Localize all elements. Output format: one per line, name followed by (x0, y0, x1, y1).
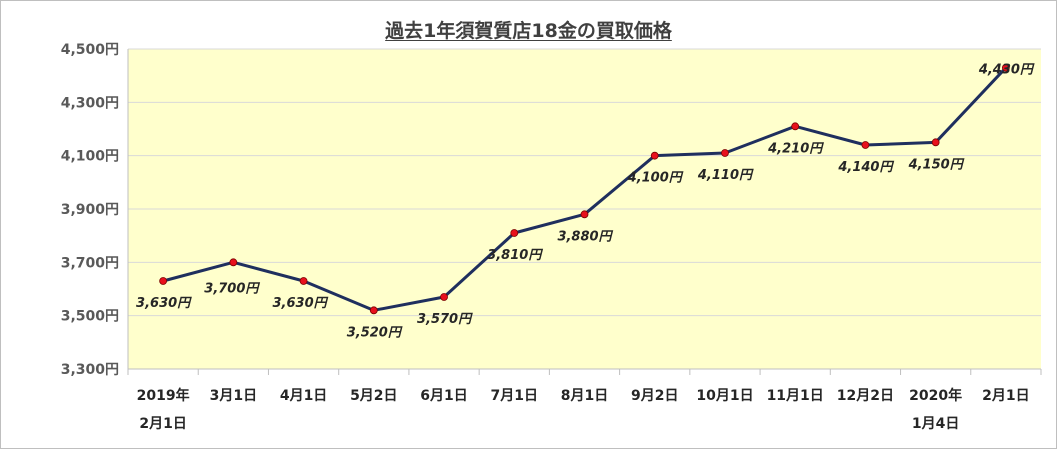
y-tick-label: 4,300円 (61, 95, 119, 111)
data-point (229, 258, 238, 267)
y-tick-label: 3,300円 (61, 362, 119, 378)
data-point (931, 138, 940, 147)
x-tick-label: 7月1日 (491, 388, 538, 404)
data-point (369, 306, 378, 315)
x-tick-label: 11月1日 (767, 388, 824, 404)
data-label: 4,210円 (767, 141, 824, 156)
x-tick-label-line: 2月1日 (139, 416, 186, 432)
y-tick-label: 3,900円 (61, 202, 119, 218)
x-tick-label-line: 10月1日 (696, 388, 753, 404)
x-tick-label: 12月2日 (837, 388, 894, 404)
x-tick-label: 2019年 2月1日 (137, 387, 190, 432)
x-tick-label-line: 12月2日 (837, 388, 894, 404)
data-point (440, 293, 448, 301)
data-label: 3,880円 (557, 229, 613, 244)
x-tick-label-line: 2月1日 (982, 388, 1029, 404)
data-label: 3,810円 (487, 248, 543, 263)
data-label: 3,630円 (273, 296, 329, 311)
data-label: 4,100円 (627, 171, 684, 186)
y-axis: 3,300円 3,500円 3,700円 3,900円 4,100円 4,300円 4,50… (61, 42, 129, 378)
x-tick-label-line: 4月1日 (280, 388, 327, 404)
x-tick-label: 3月1日 (210, 388, 257, 404)
x-tick-label-line: 2019年 (137, 387, 190, 404)
data-label: 3,520円 (347, 325, 403, 340)
x-tick-label: 2020年 1月4日 (909, 387, 962, 432)
data-label: 3,700円 (204, 281, 260, 296)
data-point (791, 122, 800, 131)
chart-title: 過去1年須賀質店18金の買取価格 (385, 20, 672, 42)
x-tick-label: 6月1日 (420, 388, 467, 404)
x-tick-label: 10月1日 (696, 388, 753, 404)
data-point (721, 149, 729, 157)
data-labels: 3,630円 3,700円 3,630円 3,520円 3,570円 3,810円 3,88… (136, 63, 1035, 341)
x-tick-label-line: 5月2日 (350, 388, 397, 404)
data-label: 3,570円 (417, 312, 473, 327)
data-point (510, 229, 519, 237)
y-tick-label: 3,500円 (61, 309, 119, 325)
x-tick-label: 9月2日 (631, 388, 678, 404)
data-point (580, 210, 589, 219)
data-point (861, 141, 870, 149)
data-label: 4,430円 (978, 63, 1035, 78)
x-tick-label-line: 11月1日 (767, 388, 824, 404)
series-group (159, 63, 1010, 315)
x-tick-label-line: 7月1日 (491, 388, 538, 404)
x-tick-label: 8月1日 (561, 388, 608, 404)
y-tick-label: 4,500円 (61, 42, 119, 58)
data-label: 4,150円 (908, 157, 965, 172)
x-tick-label-line: 3月1日 (210, 388, 257, 404)
x-axis: 2019年 2月1日 3月1日 4月1日 5月2日 6月1日 7月1日 8月1日 9月2日 10月… (127, 368, 1042, 432)
x-tick-label: 2月1日 (982, 388, 1029, 404)
x-tick-label: 5月2日 (350, 388, 397, 404)
x-tick-label-line: 6月1日 (420, 388, 467, 404)
data-point (299, 277, 308, 285)
x-tick-label: 4月1日 (280, 388, 327, 404)
x-tick-label-line: 9月2日 (631, 388, 678, 404)
x-tick-label-line: 2020年 (909, 387, 962, 404)
x-tick-label-line: 8月1日 (561, 388, 608, 404)
data-point (1001, 63, 1010, 72)
data-label: 4,140円 (837, 160, 894, 175)
data-label: 4,110円 (697, 168, 754, 183)
x-tick-label-line: 1月4日 (912, 416, 959, 432)
data-label: 3,630円 (136, 296, 192, 311)
data-point (159, 277, 168, 285)
y-tick-label: 4,100円 (61, 149, 119, 165)
y-tick-label: 3,700円 (61, 255, 119, 271)
data-point (650, 151, 659, 160)
